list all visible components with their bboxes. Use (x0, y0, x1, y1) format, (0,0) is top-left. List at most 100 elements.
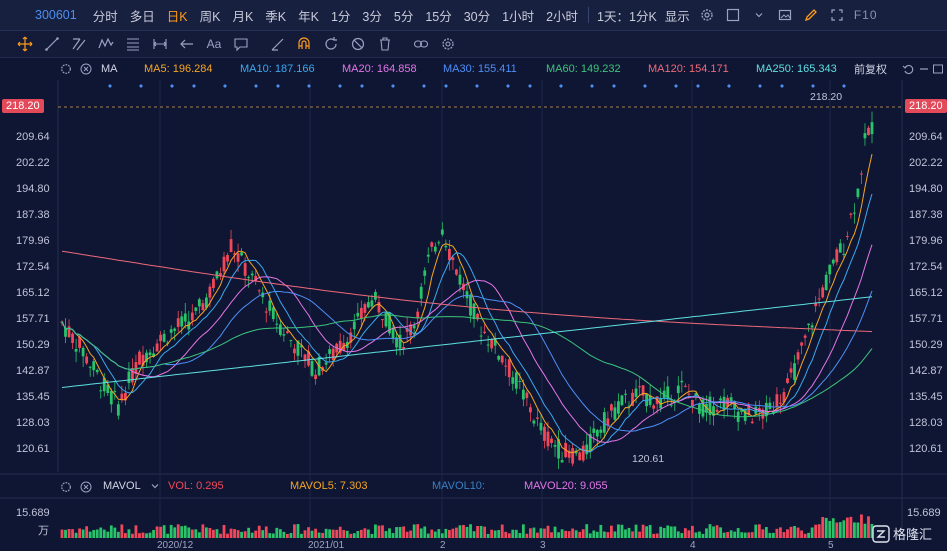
event-marker-icon (475, 84, 479, 88)
channel-tool-icon[interactable] (68, 33, 90, 55)
volume-bar (694, 532, 698, 538)
volume-bar (617, 524, 620, 538)
candle-body (701, 399, 705, 417)
close-icon[interactable] (80, 63, 92, 75)
volume-bar (293, 524, 296, 538)
volume-unit: 万 (38, 525, 49, 537)
image-icon[interactable] (776, 6, 794, 24)
date-label: 2021/01 (308, 540, 345, 551)
candle-body (525, 392, 529, 398)
period-tab-9[interactable]: 3分 (362, 9, 382, 24)
candle-body (624, 393, 627, 395)
candle-body (673, 400, 677, 403)
f10-button[interactable]: F10 (853, 8, 878, 22)
mavol10-value: MAVOL10: (432, 480, 485, 492)
low-label: 120.61 (632, 453, 665, 465)
candle-body (553, 445, 557, 447)
crosshair-move-icon[interactable] (14, 33, 36, 55)
period-tab-8[interactable]: 1分 (330, 9, 351, 24)
period-tab-12[interactable]: 30分 (463, 9, 491, 24)
wave-tool-icon[interactable] (95, 33, 117, 55)
volume-close-icon[interactable] (80, 481, 92, 496)
volume-bar (275, 527, 279, 538)
volume-bar (342, 530, 346, 538)
volume-bar (219, 533, 222, 538)
magnet-icon[interactable] (293, 33, 315, 55)
volume-bar (574, 530, 578, 538)
candle-body (648, 395, 652, 405)
display-select[interactable]: 显示 (664, 9, 690, 24)
period-tab-13[interactable]: 1小时 (502, 9, 535, 24)
chevron-down-icon[interactable] (150, 481, 160, 494)
volume-bar (402, 526, 406, 538)
candle-body (219, 273, 222, 277)
period-tab-10[interactable]: 5分 (393, 9, 414, 24)
candle-body (860, 173, 863, 175)
candle-body (194, 307, 198, 311)
adjust-mode[interactable]: 前复权 (854, 64, 887, 76)
period-tab-2[interactable]: 多日 (129, 9, 155, 24)
candle-body (113, 390, 117, 392)
pencil-icon[interactable] (802, 6, 820, 24)
period-tab-6[interactable]: 季K (265, 9, 287, 24)
period-tab-11[interactable]: 15分 (425, 9, 452, 24)
candle-body (342, 343, 346, 351)
line-tool-icon[interactable] (41, 33, 63, 55)
fibonacci-tool-icon[interactable] (122, 33, 144, 55)
candle-body (180, 316, 184, 327)
volume-bar (497, 530, 501, 538)
volume-bar (148, 532, 152, 538)
period-tab-4[interactable]: 周K (199, 9, 221, 24)
candle-body (405, 327, 409, 332)
candle-body (719, 398, 722, 401)
ma120-value: MA120: 154.171 (648, 63, 729, 75)
checkbox-icon[interactable] (724, 6, 742, 24)
volume-settings-icon[interactable] (60, 481, 72, 496)
arrow-tool-icon[interactable] (176, 33, 198, 55)
volume-bar (528, 528, 532, 538)
volume-bar (571, 528, 575, 538)
period-tab-7[interactable]: 年K (298, 9, 319, 24)
link-icon[interactable] (410, 33, 432, 55)
chevron-down-icon[interactable] (750, 6, 768, 24)
candle-body (627, 405, 631, 407)
comment-tool-icon[interactable] (230, 33, 252, 55)
candle-body (310, 360, 314, 376)
volume-bar (423, 526, 427, 538)
candle-body (148, 352, 152, 356)
text-tool-icon[interactable]: Aa (206, 37, 222, 51)
volume-bar (712, 526, 715, 538)
candle-body (426, 254, 430, 257)
candle-body (303, 354, 307, 362)
stock-code[interactable]: 300601 (35, 8, 77, 22)
gear-icon[interactable] (698, 6, 716, 24)
fullscreen-icon[interactable] (828, 6, 846, 24)
undo-icon[interactable] (902, 63, 914, 75)
refresh-icon[interactable] (320, 33, 342, 55)
measure-tool-icon[interactable] (149, 33, 171, 55)
settings-icon[interactable] (437, 33, 459, 55)
price-tick-right: 165.12 (909, 287, 943, 299)
ruler-icon[interactable] (266, 33, 288, 55)
candle-body (571, 448, 575, 464)
window-icon[interactable] (932, 63, 944, 75)
candle-body (856, 188, 860, 197)
price-tick-left: 142.87 (16, 365, 50, 377)
range-select[interactable]: 1天：1分K (597, 9, 657, 24)
period-tab-3[interactable]: 日K (166, 9, 188, 24)
trash-icon[interactable] (374, 33, 396, 55)
period-tab-1[interactable]: 分时 (92, 9, 118, 24)
candle-body (229, 239, 233, 253)
period-tab-14[interactable]: 2小时 (546, 9, 579, 24)
period-tab-5[interactable]: 月K (232, 9, 254, 24)
indicator-settings-icon[interactable] (60, 63, 72, 75)
volume-bar (282, 531, 286, 538)
volume-bar (550, 532, 553, 538)
volume-bar (525, 533, 529, 538)
minus-icon[interactable] (918, 63, 930, 75)
volume-bar (507, 533, 511, 538)
ma-line-60 (61, 314, 873, 418)
price-tick-right: 179.96 (909, 235, 943, 247)
hide-icon[interactable] (347, 33, 369, 55)
